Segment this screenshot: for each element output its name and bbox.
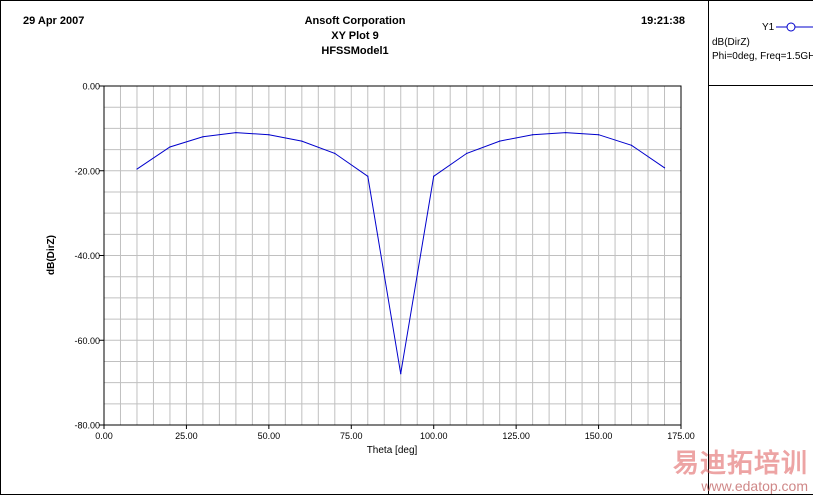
- data-point: [400, 373, 402, 375]
- y-tick-label: -20.00: [74, 166, 100, 176]
- data-point: [597, 134, 600, 136]
- data-point: [630, 144, 633, 146]
- y-axis-ticks: 0.00 -20.00 -40.00 -60.00 -80.00: [74, 82, 104, 431]
- plot-date: 29 Apr 2007: [23, 15, 85, 27]
- data-point: [235, 132, 237, 134]
- x-tick-label: 0.00: [95, 431, 113, 441]
- data-point: [334, 152, 336, 154]
- data-point: [136, 168, 138, 170]
- x-tick-label: 125.00: [502, 431, 530, 441]
- data-point: [301, 140, 303, 142]
- x-tick-label: 50.00: [258, 431, 281, 441]
- y-tick-label: -40.00: [74, 251, 100, 261]
- x-tick-label: 100.00: [420, 431, 448, 441]
- x-tick-label: 25.00: [175, 431, 198, 441]
- y-tick-label: -60.00: [74, 336, 100, 346]
- y-tick-label: -80.00: [74, 421, 100, 431]
- legend-marker-icon: [786, 22, 796, 32]
- legend-divider: [709, 85, 813, 86]
- series-layer: [136, 132, 666, 375]
- y-axis-label: dB(DirZ): [46, 235, 57, 275]
- watermark-logo-text: 易迪拓培训: [672, 449, 808, 479]
- x-axis-label: Theta [deg]: [367, 445, 418, 456]
- company-name: Ansoft Corporation: [304, 15, 406, 27]
- x-axis-ticks: 0.00 25.00 50.00 75.00 100.00 125.00 150.00 175…: [95, 425, 695, 441]
- chart-area: 0.00 -20.00 -40.00 -60.00 -80.00 0.00 25.00 50…: [46, 82, 695, 457]
- data-point: [169, 146, 171, 148]
- data-point: [499, 140, 501, 142]
- data-point: [663, 167, 666, 169]
- data-point: [565, 132, 567, 134]
- x-tick-label: 175.00: [667, 431, 695, 441]
- watermark: 易迪拓培训 www.edatop.com: [673, 450, 808, 494]
- data-point: [367, 175, 369, 177]
- y-tick-label: 0.00: [82, 82, 100, 92]
- legend-expression: dB(DirZ): [712, 37, 750, 48]
- plot-title: XY Plot 9: [331, 30, 379, 42]
- legend-params: Phi=0deg, Freq=1.5GHz: [712, 51, 813, 62]
- data-point: [433, 175, 435, 177]
- plot-time: 19:21:38: [641, 15, 686, 27]
- data-point: [268, 134, 270, 136]
- data-point: [202, 136, 204, 138]
- data-point: [532, 134, 534, 136]
- legend-box: Y1 dB(DirZ) Phi=0deg, Freq=1.5GHz: [712, 22, 813, 62]
- grid: [104, 86, 681, 425]
- model-name: HFSSModel1: [321, 45, 389, 57]
- data-point: [466, 152, 468, 154]
- legend-panel: Y1 dB(DirZ) Phi=0deg, Freq=1.5GHz: [708, 1, 813, 494]
- legend-trace-name: Y1: [762, 22, 775, 33]
- x-tick-label: 150.00: [585, 431, 613, 441]
- x-tick-label: 75.00: [340, 431, 363, 441]
- watermark-url: www.edatop.com: [701, 478, 808, 494]
